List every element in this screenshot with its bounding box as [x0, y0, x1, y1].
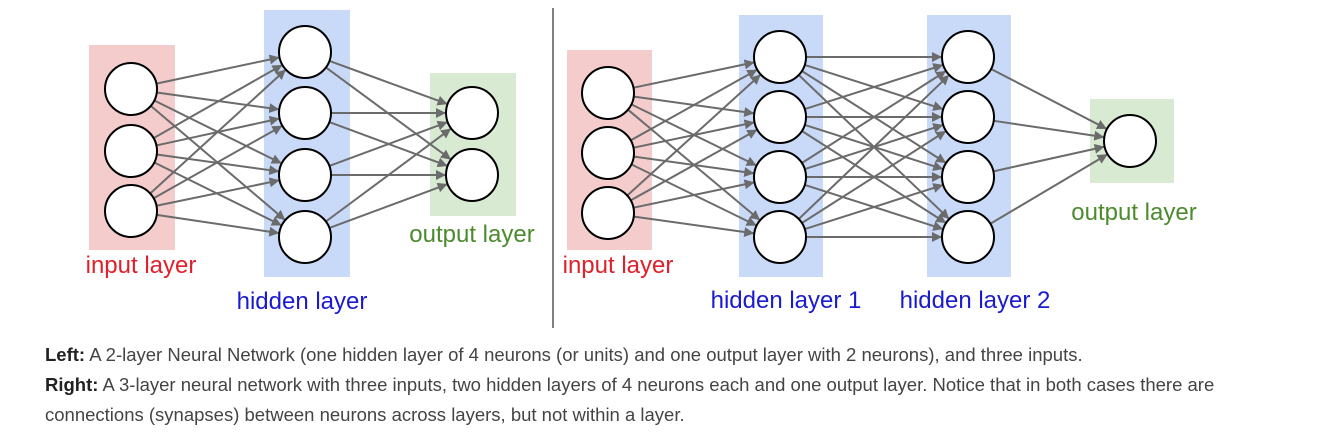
input-layer-label: input layer — [563, 252, 674, 279]
hidden-neuron — [941, 30, 995, 84]
connection-arrow — [630, 69, 758, 142]
hidden-neuron — [753, 90, 807, 144]
hidden-neuron — [753, 150, 807, 204]
connection-arrow — [626, 74, 761, 197]
hidden-neuron — [278, 25, 332, 79]
connection-arrow — [804, 183, 944, 231]
output-neuron — [1103, 114, 1157, 168]
connection-arrow — [633, 215, 755, 237]
input-neuron — [104, 62, 158, 116]
layer-labels: input layer hidden layer 1 hidden layer 2 o… — [563, 199, 1197, 314]
connection-arrow — [156, 54, 280, 85]
input-neuron — [581, 186, 635, 240]
connection-arrow — [153, 64, 283, 140]
connection-arrow — [156, 177, 280, 207]
connections — [626, 52, 1108, 242]
connection-arrow — [804, 63, 944, 111]
neurons — [581, 30, 1157, 264]
layer-labels: input layer hidden layer output layer — [86, 221, 535, 315]
connection-arrow — [989, 153, 1108, 225]
caption-right-text: A 3-layer neural network with three inpu… — [45, 374, 1215, 425]
hidden-neuron — [941, 210, 995, 264]
output-layer-label: output layer — [409, 221, 534, 248]
caption-right-heading: Right: — [45, 374, 99, 395]
hidden-layer-label: hidden layer — [237, 288, 368, 315]
hidden-neuron — [941, 90, 995, 144]
input-neuron — [104, 184, 158, 238]
connection-arrow — [149, 69, 286, 195]
caption-left-heading: Left: — [45, 344, 86, 365]
connection-arrow — [329, 120, 448, 167]
connection-arrow — [633, 59, 755, 89]
output-neuron — [445, 148, 499, 202]
input-neuron — [581, 66, 635, 120]
connection-arrow — [630, 129, 758, 202]
connection-arrow — [329, 59, 448, 106]
hidden-neuron — [753, 210, 807, 264]
caption-left-text: A 2-layer Neural Network (one hidden lay… — [85, 344, 1083, 365]
connection-arrow — [993, 143, 1105, 173]
connection-arrow — [156, 213, 280, 237]
caption-right-line: Right: A 3-layer neural network with thr… — [45, 370, 1295, 430]
neural-network-figure: input layer hidden layer output layer inpu… — [86, 8, 1197, 328]
connection-arrow — [329, 182, 448, 229]
connection-arrow — [633, 179, 755, 209]
right-network-diagram: input layer hidden layer 1 hidden layer 2 o… — [563, 15, 1197, 314]
connection-arrow — [325, 128, 452, 223]
hidden-neuron — [278, 210, 332, 264]
connection-arrow — [801, 130, 947, 224]
hidden-neuron — [278, 86, 332, 140]
input-layer-label: input layer — [86, 252, 197, 279]
hidden-neuron — [753, 30, 807, 84]
connection-arrow — [990, 68, 1107, 130]
output-neuron — [445, 86, 499, 140]
connection-arrow — [993, 119, 1105, 141]
left-network-diagram: input layer hidden layer output layer — [86, 10, 535, 315]
input-neuron — [104, 124, 158, 178]
connection-arrow — [798, 74, 950, 220]
figure-caption: Left: A 2-layer Neural Network (one hidd… — [45, 340, 1295, 430]
hidden-layer-label: hidden layer 2 — [900, 287, 1051, 314]
connection-arrow — [801, 70, 947, 164]
connections — [149, 54, 452, 237]
hidden-layer-label: hidden layer 1 — [711, 287, 862, 314]
connection-arrow — [153, 125, 283, 200]
neurons — [104, 25, 499, 264]
output-layer-label: output layer — [1071, 199, 1196, 226]
hidden-neuron — [278, 148, 332, 202]
caption-left-line: Left: A 2-layer Neural Network (one hidd… — [45, 340, 1295, 370]
hidden-neuron — [941, 150, 995, 204]
input-neuron — [581, 126, 635, 180]
